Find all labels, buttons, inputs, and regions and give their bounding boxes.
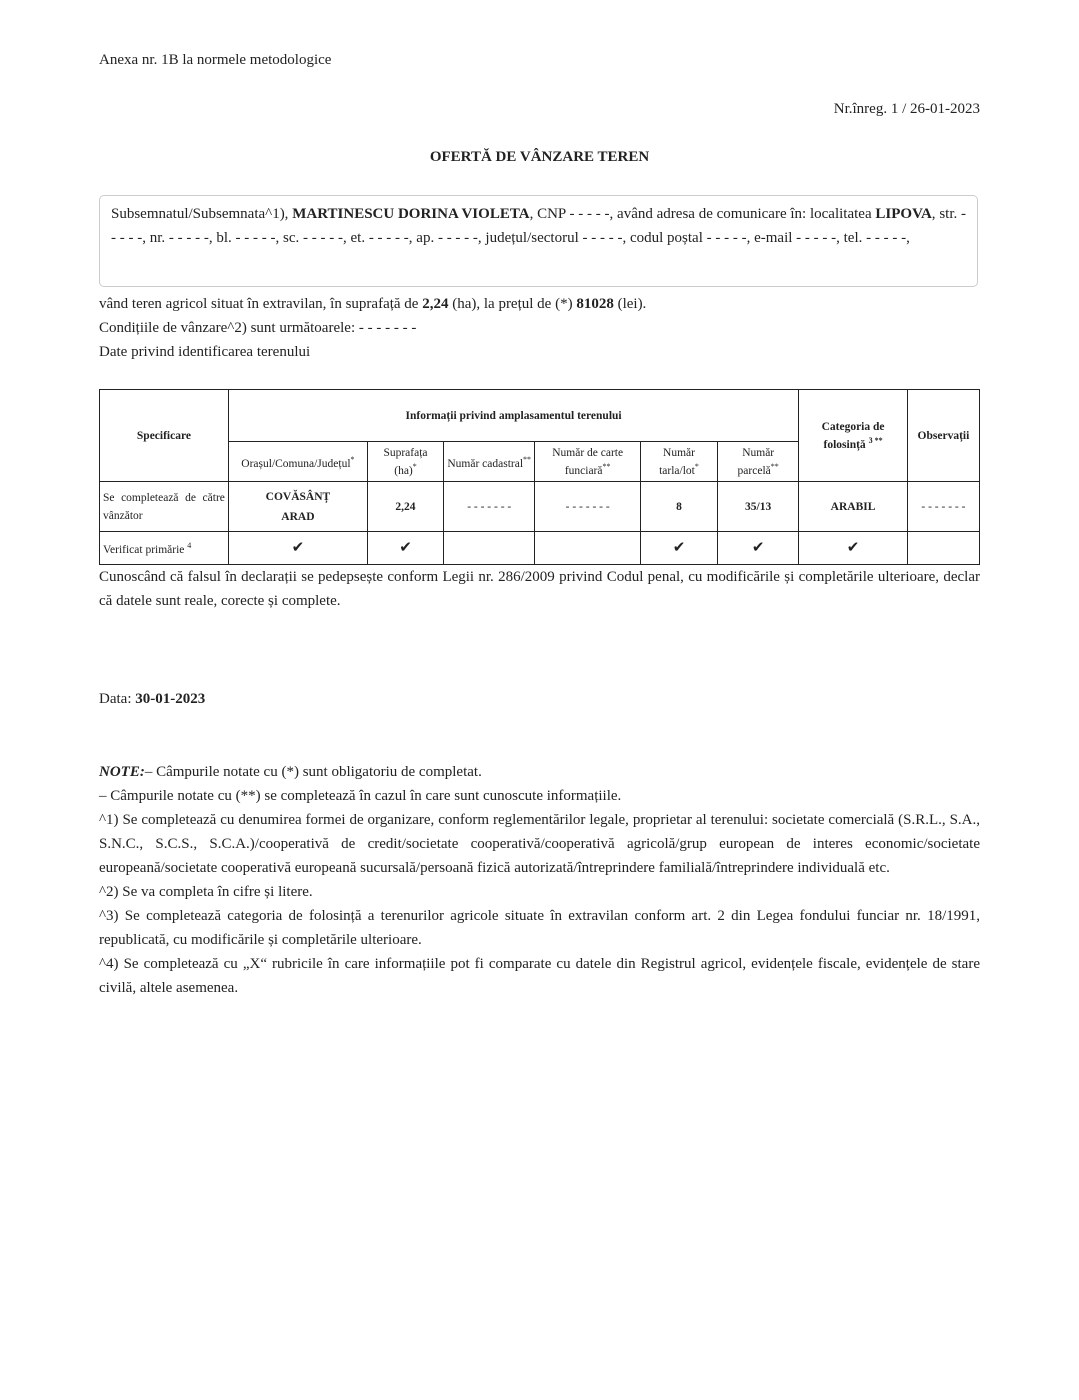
price-value: 81028 xyxy=(576,296,614,312)
note: – Câmpurile notate cu (**) se completeaz… xyxy=(99,788,622,804)
checkmark-icon: ✔ xyxy=(639,531,719,565)
subheader: Număr de carte funciară** xyxy=(534,441,641,482)
checkmark-icon: ✔ xyxy=(798,531,908,565)
text: Număr tarla/lot xyxy=(659,446,695,477)
text: ARAD xyxy=(281,510,315,523)
note: ^3) Se completează categoria de folosinț… xyxy=(99,908,980,948)
sup: * xyxy=(412,461,417,471)
locality: LIPOVA xyxy=(875,206,932,222)
text: Categoria de folosință xyxy=(821,420,885,451)
registration-number: Nr.înreg. 1 / 26-01-2023 xyxy=(833,101,980,117)
cell-location: COVĂSÂNȚ ARAD xyxy=(227,481,368,532)
identification-heading: Date privind identificarea terenului xyxy=(99,344,311,360)
text: vând teren agricol situat în extravilan,… xyxy=(99,296,423,312)
notes-label: NOTE: xyxy=(99,764,145,780)
checkmark-icon: ✔ xyxy=(227,531,368,565)
header-category: Categoria de folosință 3 ** xyxy=(798,389,908,482)
sup: 4 xyxy=(187,541,192,551)
cell-parcela: 35/13 xyxy=(717,481,800,532)
text: Suprafața (ha) xyxy=(383,446,428,477)
text: (lei). xyxy=(613,296,647,312)
note: ^1) Se completează cu denumirea formei d… xyxy=(99,812,980,876)
header-specificare: Specificare xyxy=(99,389,229,482)
cell-cf: - - - - - - - xyxy=(534,481,641,532)
text: Orașul/Comuna/Județul xyxy=(241,457,351,470)
empty-cell xyxy=(534,531,641,565)
declaration: Cunoscând că falsul în declarații se ped… xyxy=(99,569,980,609)
checkmark-icon: ✔ xyxy=(366,531,445,565)
sup: * xyxy=(694,461,699,471)
table-row: Verificat primărie 4 ✔ ✔ ✔ ✔ ✔ xyxy=(99,531,981,565)
subheader: Număr cadastral** xyxy=(443,441,536,482)
cell-cadastral: - - - - - - - xyxy=(443,481,536,532)
annex-label: Anexa nr. 1B la normele metodologice xyxy=(99,52,332,68)
text: (ha), la prețul de (*) xyxy=(448,296,577,312)
cell-tarla: 8 xyxy=(639,481,719,532)
row-label: Se completează de către vânzător xyxy=(99,481,229,532)
sup: ** xyxy=(523,454,532,464)
checkmark-icon: ✔ xyxy=(717,531,800,565)
note: ^2) Se va completa în cifre și litere. xyxy=(99,884,313,900)
note: ^4) Se completează cu „X“ rubricile în c… xyxy=(99,956,980,996)
subheader: Orașul/Comuna/Județul* xyxy=(227,441,368,482)
row-label: Verificat primărie 4 xyxy=(99,531,229,565)
page-title: OFERTĂ DE VÂNZARE TEREN xyxy=(429,149,650,165)
subheader: Număr parcelă** xyxy=(717,441,800,482)
land-table: Specificare Informații privind amplasame… xyxy=(99,389,981,565)
empty-cell xyxy=(906,531,981,565)
cell-area: 2,24 xyxy=(366,481,445,532)
cell-category: ARABIL xyxy=(798,481,908,532)
declarant-box: Subsemnatul/Subsemnata^1), MARTINESCU DO… xyxy=(99,195,978,287)
declarant-name: MARTINESCU DORINA VIOLETA xyxy=(292,206,530,222)
subheader: Număr tarla/lot* xyxy=(639,441,719,482)
text: Număr parcelă xyxy=(737,446,775,477)
conditions-line: Condițiile de vânzare^2) sunt următoarel… xyxy=(99,320,417,336)
empty-cell xyxy=(443,531,536,565)
text: Verificat primărie xyxy=(103,543,185,556)
header-observatii: Observații xyxy=(906,389,981,482)
sup: ** xyxy=(602,461,611,471)
area-value: 2,24 xyxy=(422,296,449,312)
sup: 3 ** xyxy=(868,435,883,445)
note: – Câmpurile notate cu (*) sunt obligator… xyxy=(144,764,482,780)
offer-line: vând teren agricol situat în extravilan,… xyxy=(99,292,980,316)
sup: * xyxy=(350,454,355,464)
subheader: Suprafața (ha)* xyxy=(366,441,445,482)
date-line: Data: 30-01-2023 xyxy=(99,687,980,711)
cell-observatii: - - - - - - - xyxy=(906,481,981,532)
table-row: Se completează de către vânzător COVĂSÂN… xyxy=(99,481,981,532)
text: COVĂSÂNȚ xyxy=(265,490,331,503)
text: Număr de carte funciară xyxy=(552,446,624,477)
date-value: 30-01-2023 xyxy=(135,691,206,707)
text: Subsemnatul/Subsemnata^1), xyxy=(111,206,293,222)
sup: ** xyxy=(770,461,779,471)
text: , str. - - - - -, nr. - - - - -, bl. - -… xyxy=(111,206,967,246)
notes-section: NOTE:– Câmpurile notate cu (*) sunt obli… xyxy=(99,760,980,1000)
date-label: Data: xyxy=(99,691,136,707)
header-info: Informații privind amplasamentul terenul… xyxy=(227,389,800,442)
text: , CNP - - - - -, având adresa de comunic… xyxy=(529,206,876,222)
text: Număr cadastral xyxy=(447,457,524,470)
